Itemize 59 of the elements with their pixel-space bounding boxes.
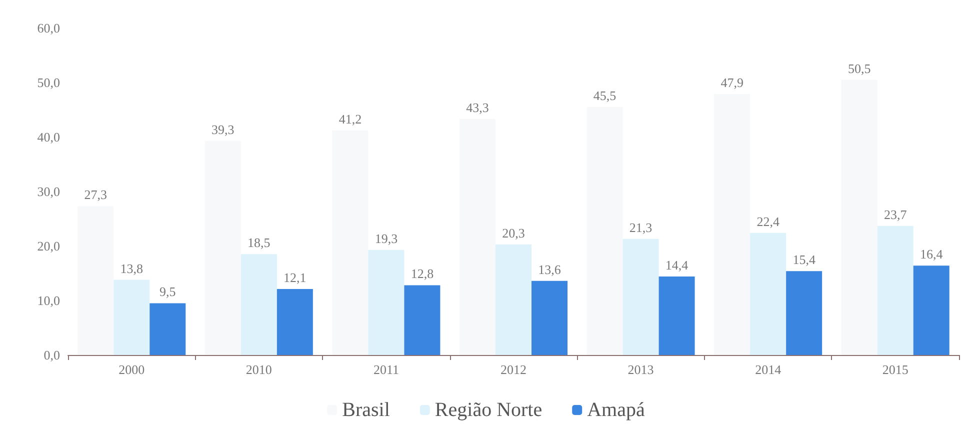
bar xyxy=(786,271,822,355)
y-tick-label: 10,0 xyxy=(37,293,60,308)
data-label: 22,4 xyxy=(756,214,780,229)
bar xyxy=(532,280,568,355)
data-label: 43,3 xyxy=(466,100,489,116)
data-label: 27,3 xyxy=(84,187,108,202)
x-tick-label: 2014 xyxy=(755,362,782,377)
x-tick-label: 2000 xyxy=(118,362,145,377)
bar xyxy=(913,266,950,355)
bar xyxy=(368,250,404,355)
bar xyxy=(714,94,750,355)
data-label: 47,9 xyxy=(720,74,744,90)
data-label: 39,3 xyxy=(212,122,234,137)
bar xyxy=(460,119,496,355)
data-label: 13,6 xyxy=(538,262,562,277)
data-label: 19,3 xyxy=(374,230,398,246)
bar xyxy=(276,289,313,355)
bar xyxy=(841,80,878,355)
data-label: 45,5 xyxy=(593,88,616,104)
y-tick-label: 30,0 xyxy=(37,184,60,199)
bar xyxy=(496,244,532,355)
x-tick-label: 2013 xyxy=(628,362,654,377)
bar xyxy=(750,232,786,355)
bar xyxy=(150,303,186,355)
data-label: 50,5 xyxy=(848,60,871,76)
legend-label: Região Norte xyxy=(434,399,542,421)
y-tick-label: 0,0 xyxy=(44,348,60,362)
data-label: 9,5 xyxy=(160,284,176,300)
data-label: 14,4 xyxy=(665,258,689,273)
data-label: 18,5 xyxy=(248,235,270,250)
data-label: 23,7 xyxy=(884,206,908,222)
y-tick-label: 60,0 xyxy=(37,20,60,36)
bar xyxy=(332,130,368,355)
bar xyxy=(877,226,914,355)
x-tick-label: 2012 xyxy=(500,362,526,377)
data-label: 12,8 xyxy=(410,266,434,282)
data-label: 15,4 xyxy=(792,252,816,268)
bar xyxy=(622,238,659,355)
bar xyxy=(404,285,440,355)
y-tick-label: 20,0 xyxy=(37,238,60,254)
x-tick-label: 2011 xyxy=(373,362,399,377)
bar xyxy=(658,276,695,355)
bar xyxy=(586,107,623,355)
bar xyxy=(240,254,277,355)
data-label: 12,1 xyxy=(284,270,306,286)
legend-label: Amapá xyxy=(587,399,645,421)
y-tick-label: 50,0 xyxy=(37,75,60,90)
x-tick-label: 2015 xyxy=(882,362,908,377)
bar xyxy=(204,140,241,355)
x-tick-label: 2010 xyxy=(246,362,272,377)
legend-label: Brasil xyxy=(342,399,390,421)
data-label: 41,2 xyxy=(338,111,362,126)
data-label: 21,3 xyxy=(629,220,652,235)
data-label: 13,8 xyxy=(120,260,144,276)
bar xyxy=(114,280,150,355)
data-label: 20,3 xyxy=(502,225,525,240)
data-label: 16,4 xyxy=(920,246,944,262)
bar xyxy=(78,206,114,355)
y-tick-label: 40,0 xyxy=(37,130,60,144)
